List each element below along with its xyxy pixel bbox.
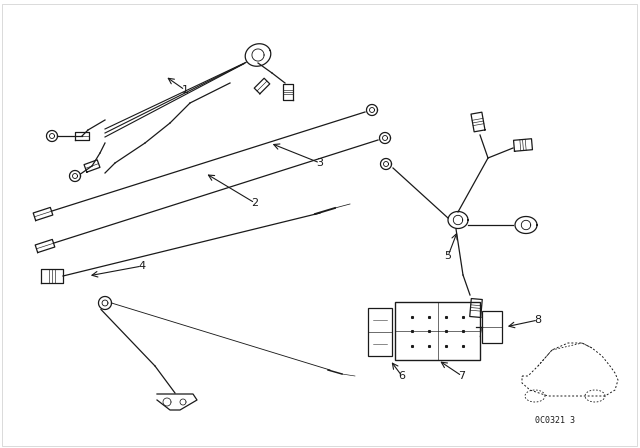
Text: 4: 4 xyxy=(138,261,145,271)
Text: 7: 7 xyxy=(458,371,465,381)
Text: 0C0321 3: 0C0321 3 xyxy=(535,415,575,425)
Text: 6: 6 xyxy=(399,371,406,381)
Text: 1: 1 xyxy=(182,85,189,95)
Text: 5: 5 xyxy=(445,251,451,261)
Text: 3: 3 xyxy=(317,158,323,168)
Bar xyxy=(482,311,502,343)
Text: 2: 2 xyxy=(252,198,259,208)
Bar xyxy=(368,308,392,356)
Bar xyxy=(395,302,480,360)
Text: 8: 8 xyxy=(534,315,541,325)
